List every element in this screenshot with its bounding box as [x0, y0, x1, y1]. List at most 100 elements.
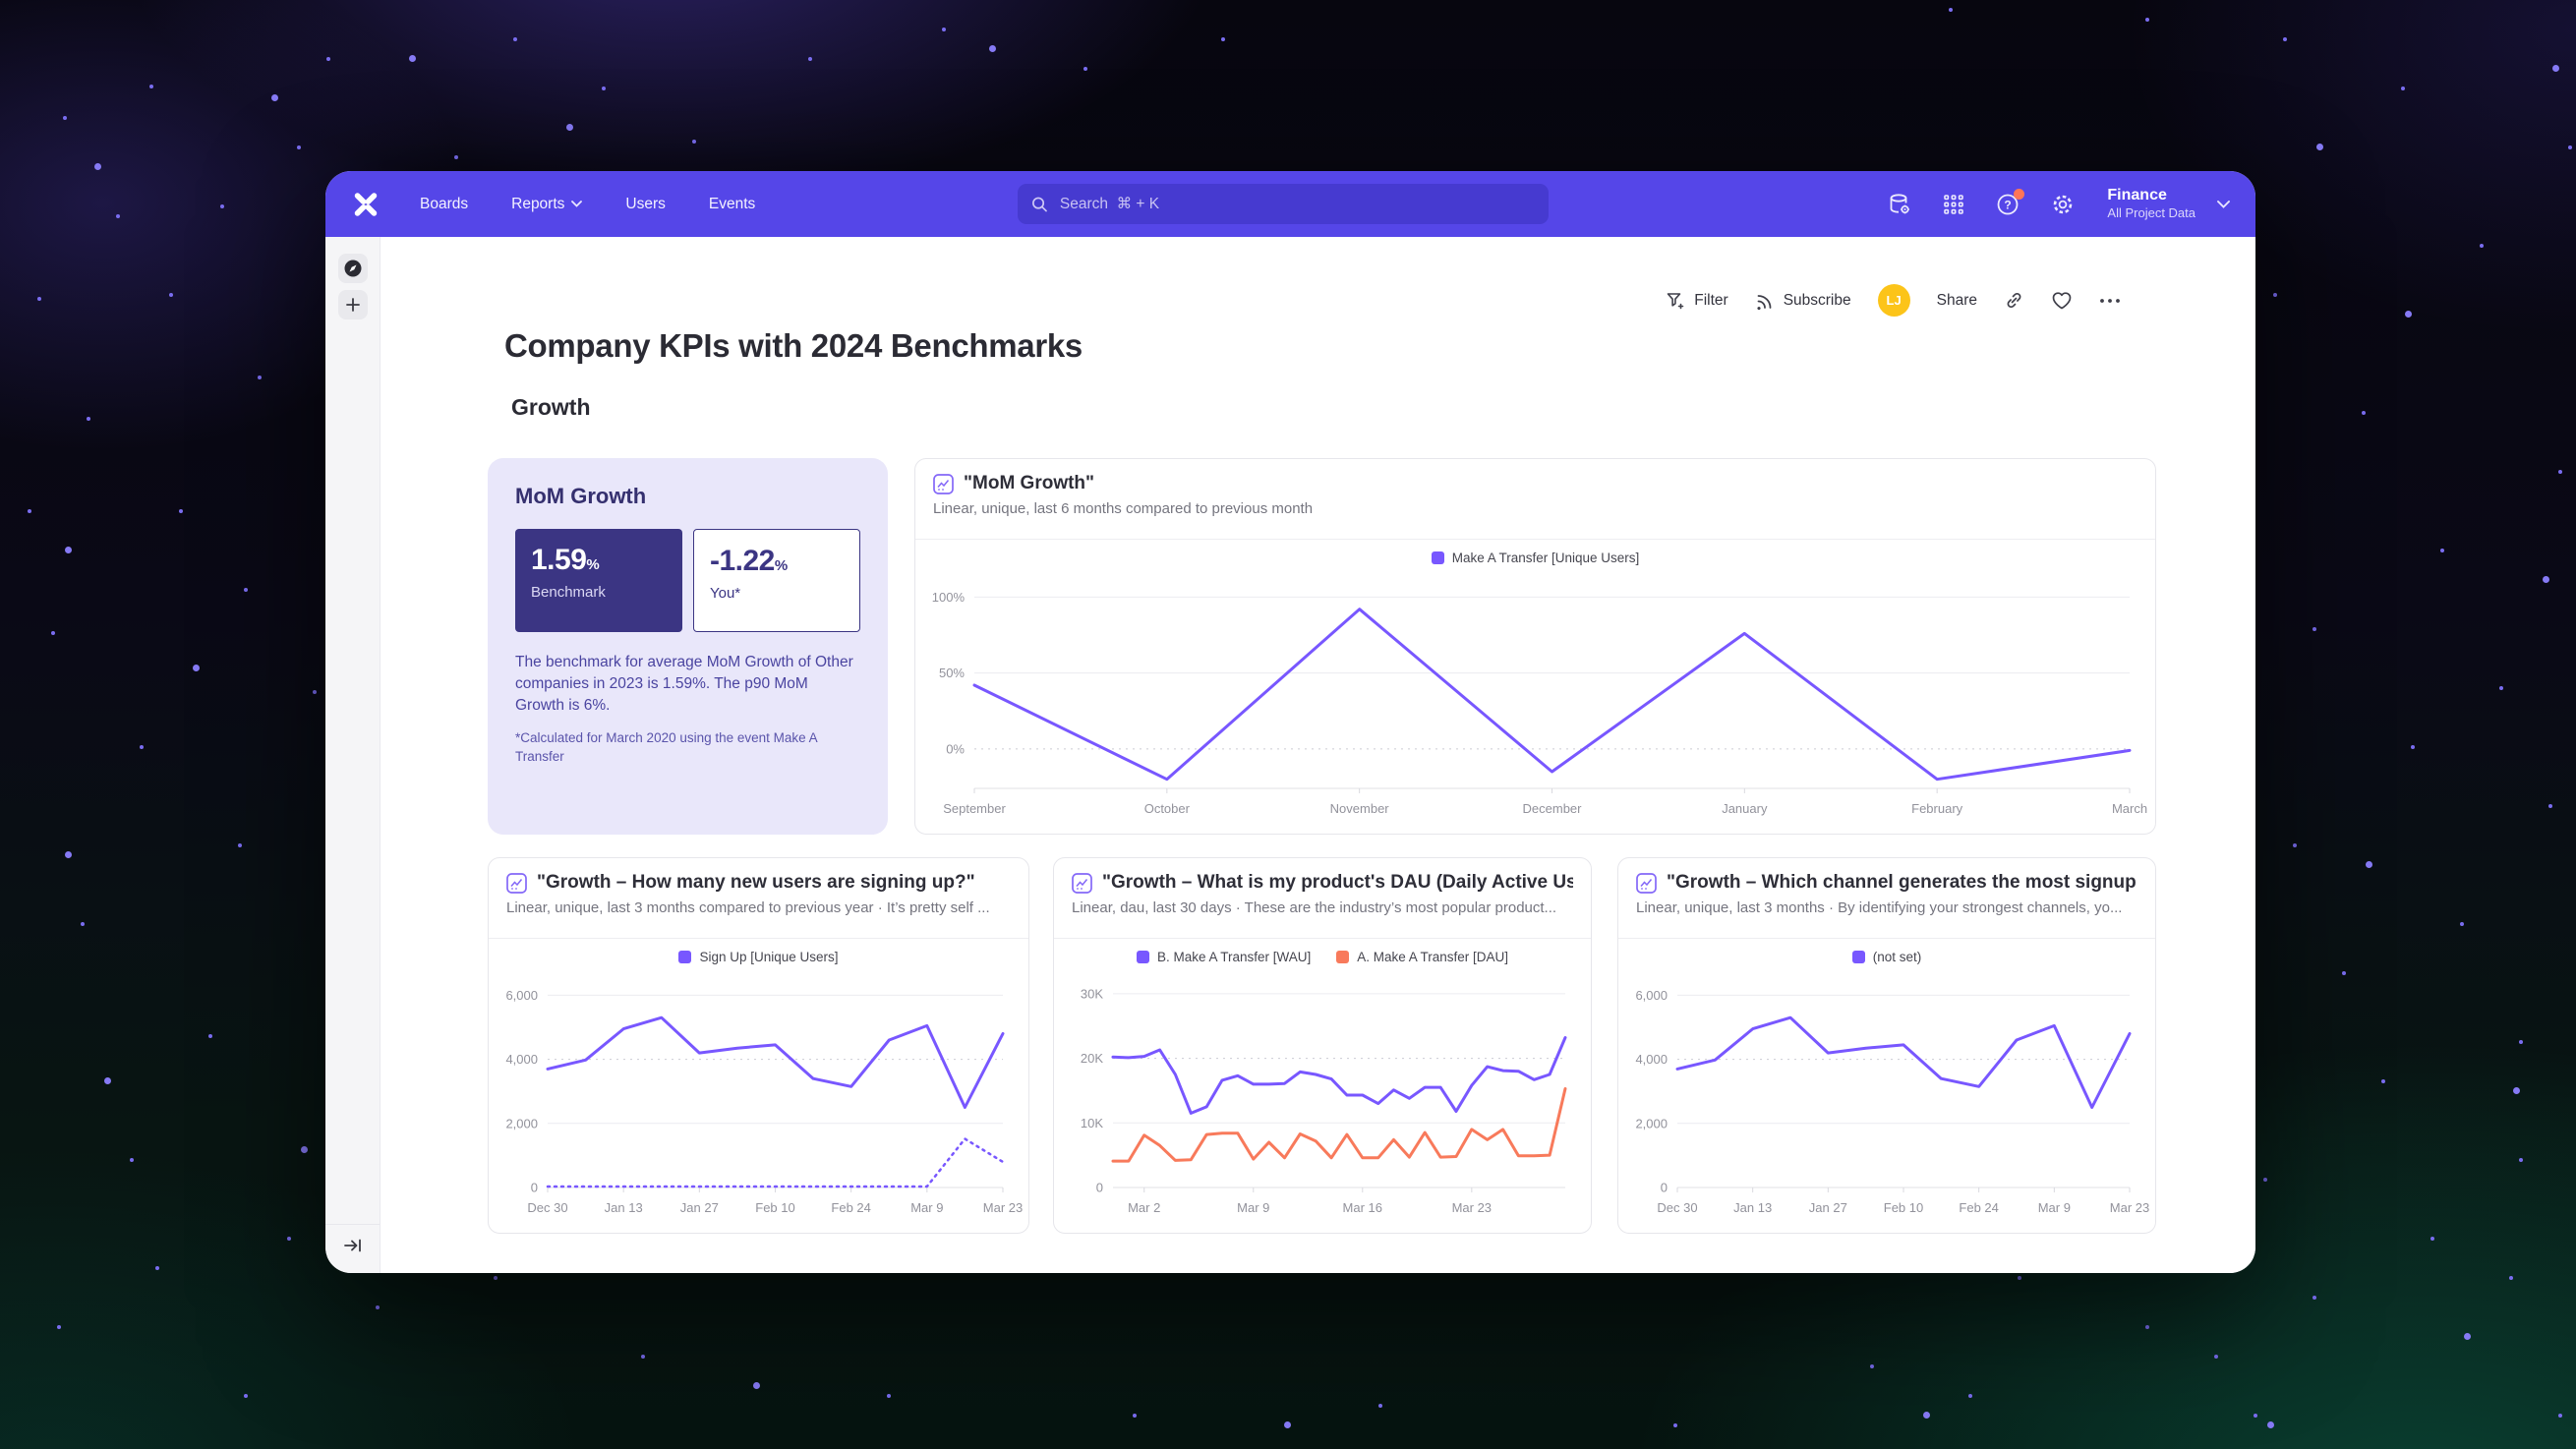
svg-text:10K: 10K: [1081, 1116, 1103, 1130]
add-board-button[interactable]: [337, 290, 368, 319]
chart-legend: Make A Transfer [Unique Users]: [915, 551, 2155, 565]
svg-text:0: 0: [1096, 1181, 1103, 1195]
benchmark-label: Benchmark: [531, 584, 606, 601]
nav-item-boards[interactable]: Boards: [420, 195, 469, 212]
line-chart-icon: [1636, 872, 1657, 894]
chart-legend: B. Make A Transfer [WAU] A. Make A Transf…: [1054, 950, 1591, 964]
expand-sidebar-button[interactable]: [343, 1238, 363, 1258]
nav-item-events[interactable]: Events: [708, 195, 756, 212]
chart-subtitle: Linear, unique, last 3 months compared t…: [506, 899, 990, 916]
apps-grid-button[interactable]: [1942, 193, 1965, 216]
line-chart: 0 2,000 4,000 6,000 Dec 30 Jan 13 Jan 27 Feb 10…: [489, 939, 1028, 1233]
avatar[interactable]: LJ: [1877, 284, 1910, 317]
svg-text:?: ?: [2005, 198, 2012, 211]
database-icon: [1891, 193, 1910, 213]
link-icon: [2007, 292, 2021, 309]
line-chart: 0 10K 20K 30K Mar 2 Mar 9 Mar 16 Mar 23: [1054, 939, 1591, 1233]
global-search[interactable]: [1018, 184, 1549, 224]
chart-subtitle: Linear, unique, last 6 months compared t…: [933, 500, 1314, 517]
svg-text:Feb 24: Feb 24: [831, 1200, 870, 1215]
legend-swatch: [1136, 951, 1149, 963]
search-input[interactable]: [1057, 194, 1535, 214]
chart-card-dau: "Growth – What is my product's DAU (Dail…: [1053, 857, 1592, 1234]
benchmark-value-box: 1.59% Benchmark: [515, 529, 682, 632]
svg-text:Mar 9: Mar 9: [2038, 1200, 2071, 1215]
you-value-box: -1.22% You*: [692, 529, 860, 632]
legend-item[interactable]: Make A Transfer [Unique Users]: [1431, 551, 1639, 565]
benchmark-unit: %: [586, 556, 600, 573]
mixpanel-app-window: Boards Reports Users Events: [325, 171, 2255, 1273]
svg-text:20K: 20K: [1081, 1051, 1103, 1066]
chart-header: "Growth – What is my product's DAU (Dail…: [1054, 858, 1591, 939]
svg-text:Mar 2: Mar 2: [1128, 1200, 1160, 1215]
svg-text:March: March: [2112, 801, 2147, 816]
chart-subtitle: Linear, unique, last 3 months · By ident…: [1636, 899, 2123, 916]
subscribe-label: Subscribe: [1783, 291, 1851, 309]
chart-header: "Growth – How many new users are signing…: [489, 858, 1028, 939]
data-management-button[interactable]: [1887, 192, 1912, 217]
project-info: Finance All Project Data: [2107, 186, 2195, 223]
svg-text:Mar 23: Mar 23: [1452, 1200, 1492, 1215]
settings-button[interactable]: [2050, 192, 2076, 217]
chart-title[interactable]: "Growth – What is my product's DAU (Dail…: [1102, 872, 1573, 893]
filter-button[interactable]: Filter: [1666, 291, 1728, 311]
nav-item-users[interactable]: Users: [625, 195, 666, 212]
discover-boards-button[interactable]: [337, 254, 368, 283]
copy-link-button[interactable]: [2004, 290, 2024, 311]
you-value: -1.22: [709, 545, 775, 577]
chart-legend: Sign Up [Unique Users]: [489, 950, 1028, 964]
nav-item-reports[interactable]: Reports: [511, 196, 583, 213]
benchmark-values: 1.59% Benchmark -1.22% You*: [515, 529, 860, 632]
funnel-plus-icon: [1667, 292, 1684, 309]
gear-icon: [2054, 195, 2073, 213]
svg-text:Mar 9: Mar 9: [1237, 1200, 1269, 1215]
favorite-button[interactable]: [2051, 291, 2073, 311]
page-title: Company KPIs with 2024 Benchmarks: [504, 327, 1083, 364]
legend-item[interactable]: B. Make A Transfer [WAU]: [1136, 950, 1311, 964]
chart-card-channels: "Growth – Which channel generates the mo…: [1617, 857, 2156, 1234]
subscribe-button[interactable]: Subscribe: [1755, 291, 1851, 311]
benchmark-card-title: MoM Growth: [515, 484, 647, 508]
chart-plot: Sign Up [Unique Users] 0 2,000 4,000 6,000 D…: [489, 939, 1028, 1233]
svg-text:Jan 27: Jan 27: [680, 1200, 719, 1215]
svg-text:February: February: [1911, 801, 1963, 816]
svg-text:2,000: 2,000: [1635, 1116, 1668, 1130]
rss-icon: [1757, 294, 1772, 310]
svg-text:50%: 50%: [939, 666, 965, 680]
ellipsis-icon: [2100, 298, 2120, 303]
svg-text:September: September: [943, 801, 1006, 816]
chart-title[interactable]: "MoM Growth": [964, 473, 1095, 493]
legend-item[interactable]: Sign Up [Unique Users]: [678, 950, 839, 964]
content-area: Filter Subscribe LJ Share: [325, 237, 2255, 1273]
legend-swatch: [678, 951, 692, 963]
more-menu-button[interactable]: [2099, 298, 2121, 304]
help-button[interactable]: ?: [1995, 188, 2025, 217]
line-chart-icon: [1072, 872, 1092, 894]
chart-plot: Make A Transfer [Unique Users] 0% 50% 100%…: [915, 540, 2155, 834]
svg-text:Jan 13: Jan 13: [1733, 1200, 1772, 1215]
notification-dot: [2014, 188, 2025, 200]
benchmark-description: The benchmark for average MoM Growth of …: [515, 654, 853, 714]
project-switcher[interactable]: Finance All Project Data: [2105, 186, 2230, 223]
you-unit: %: [774, 557, 789, 574]
share-button[interactable]: Share: [1937, 292, 1977, 310]
chart-plot: B. Make A Transfer [WAU] A. Make A Transf…: [1054, 939, 1591, 1233]
chart-title[interactable]: "Growth – Which channel generates the mo…: [1667, 872, 2137, 893]
share-label: Share: [1936, 291, 1977, 309]
svg-text:October: October: [1144, 801, 1191, 816]
legend-item[interactable]: A. Make A Transfer [DAU]: [1336, 950, 1508, 964]
sidebar-footer: [325, 1224, 380, 1273]
chart-title[interactable]: "Growth – How many new users are signing…: [537, 872, 975, 893]
svg-text:January: January: [1722, 801, 1768, 816]
legend-swatch: [1336, 951, 1350, 963]
svg-text:0: 0: [1661, 1181, 1668, 1195]
svg-text:4,000: 4,000: [505, 1052, 538, 1067]
you-label: You*: [709, 585, 741, 602]
board-canvas: Filter Subscribe LJ Share: [381, 237, 2255, 1273]
chart-legend: (not set): [1618, 950, 2155, 964]
legend-item[interactable]: (not set): [1851, 950, 1921, 964]
line-chart: 0 2,000 4,000 6,000 Dec 30 Jan 13 Jan 27 Feb 10…: [1618, 939, 2155, 1233]
svg-text:0%: 0%: [946, 741, 965, 756]
mixpanel-logo-icon[interactable]: [351, 190, 381, 219]
